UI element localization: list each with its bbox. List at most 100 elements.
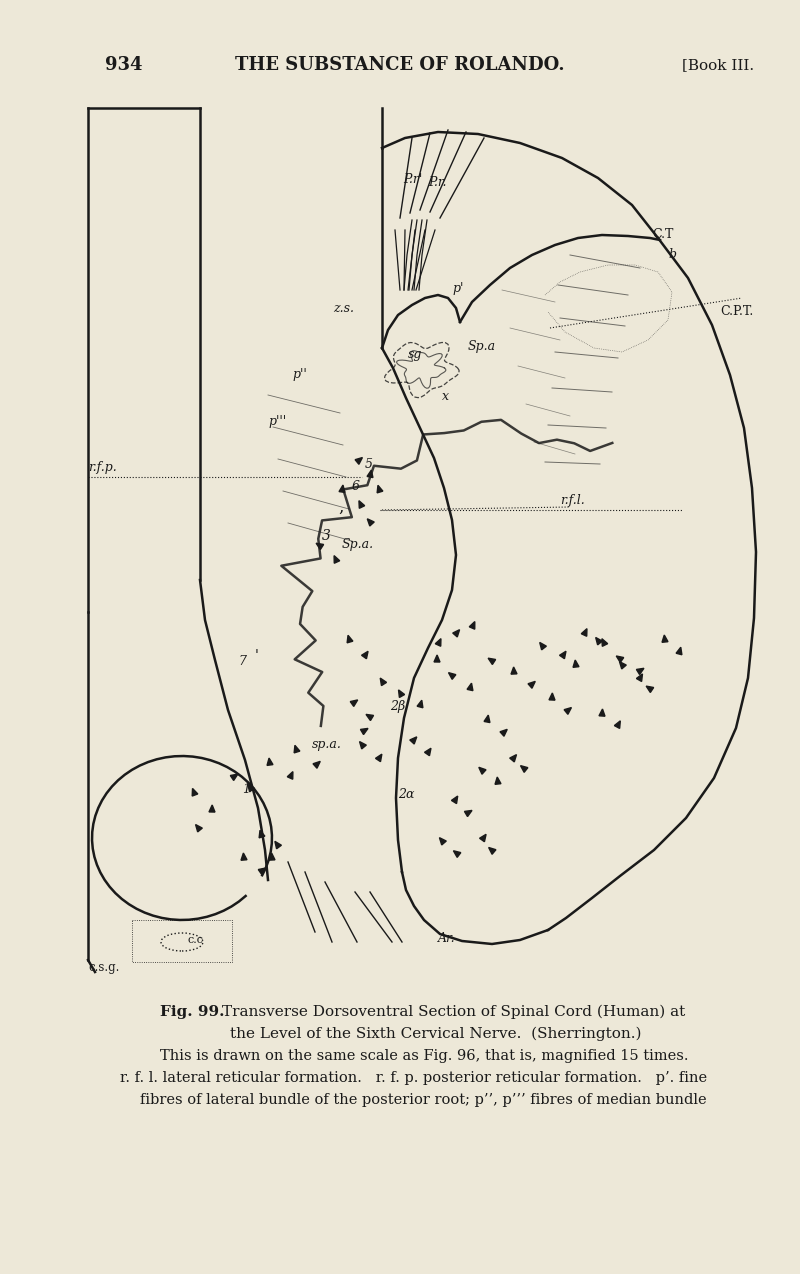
Polygon shape xyxy=(275,841,282,848)
Polygon shape xyxy=(362,651,368,659)
Polygon shape xyxy=(230,775,238,781)
Polygon shape xyxy=(334,555,340,563)
Text: ': ' xyxy=(255,648,259,662)
Text: Transverse Dorsoventral Section of Spinal Cord (Human) at: Transverse Dorsoventral Section of Spina… xyxy=(222,1005,686,1019)
Text: THE SUBSTANCE OF ROLANDO.: THE SUBSTANCE OF ROLANDO. xyxy=(235,56,565,74)
Polygon shape xyxy=(467,683,473,691)
Polygon shape xyxy=(449,673,456,679)
Polygon shape xyxy=(259,831,265,838)
Polygon shape xyxy=(269,854,275,860)
Polygon shape xyxy=(434,655,440,662)
Polygon shape xyxy=(521,766,528,772)
Polygon shape xyxy=(258,868,266,874)
Polygon shape xyxy=(366,715,374,721)
Polygon shape xyxy=(489,847,496,855)
Text: Fig. 99.: Fig. 99. xyxy=(160,1005,225,1019)
Text: r. f. l. lateral reticular formation.   r. f. p. posterior reticular formation. : r. f. l. lateral reticular formation. r.… xyxy=(120,1071,707,1085)
Text: c.s.g.: c.s.g. xyxy=(88,961,119,973)
Polygon shape xyxy=(313,762,320,768)
Text: b: b xyxy=(668,248,676,261)
Polygon shape xyxy=(599,710,605,716)
Polygon shape xyxy=(195,824,202,832)
Polygon shape xyxy=(209,805,215,812)
Text: 2β: 2β xyxy=(390,699,406,713)
Text: p''': p''' xyxy=(268,415,286,428)
Polygon shape xyxy=(241,854,247,860)
Polygon shape xyxy=(564,707,571,715)
Polygon shape xyxy=(662,634,668,642)
Text: the Level of the Sixth Cervical Nerve.  (Sherrington.): the Level of the Sixth Cervical Nerve. (… xyxy=(230,1027,642,1041)
Polygon shape xyxy=(294,745,300,753)
Polygon shape xyxy=(559,651,566,659)
Polygon shape xyxy=(616,656,624,662)
Polygon shape xyxy=(316,543,324,549)
Polygon shape xyxy=(287,772,293,780)
Polygon shape xyxy=(596,637,602,645)
Polygon shape xyxy=(470,622,474,629)
Polygon shape xyxy=(435,638,441,646)
Text: 3: 3 xyxy=(322,529,331,543)
Text: This is drawn on the same scale as Fig. 96, that is, magnified 15 times.: This is drawn on the same scale as Fig. … xyxy=(160,1049,689,1063)
Text: ,: , xyxy=(338,499,343,516)
Text: sp.a.: sp.a. xyxy=(312,738,342,750)
Text: P.r.: P.r. xyxy=(428,176,446,189)
Polygon shape xyxy=(367,470,373,478)
Polygon shape xyxy=(359,501,365,508)
Polygon shape xyxy=(495,777,501,785)
Polygon shape xyxy=(192,789,198,796)
Polygon shape xyxy=(619,661,626,669)
Polygon shape xyxy=(479,767,486,775)
Polygon shape xyxy=(380,678,386,685)
Polygon shape xyxy=(347,636,353,643)
Polygon shape xyxy=(500,729,507,736)
Polygon shape xyxy=(582,628,587,636)
Polygon shape xyxy=(646,687,654,693)
Text: Ar.: Ar. xyxy=(438,933,456,945)
Text: 934: 934 xyxy=(105,56,142,74)
Polygon shape xyxy=(410,736,417,744)
Text: fibres of lateral bundle of the posterior root; p’’, p’’’ fibres of median bundl: fibres of lateral bundle of the posterio… xyxy=(140,1093,706,1107)
Text: r.f.p.: r.f.p. xyxy=(88,461,117,474)
Text: p': p' xyxy=(452,282,463,296)
Text: 6: 6 xyxy=(352,480,360,493)
Text: 2α: 2α xyxy=(398,789,414,801)
Polygon shape xyxy=(636,674,642,682)
Text: 5: 5 xyxy=(365,457,373,471)
Text: 1: 1 xyxy=(242,784,250,796)
Polygon shape xyxy=(510,754,517,762)
Polygon shape xyxy=(676,647,682,655)
Text: sg: sg xyxy=(408,348,422,361)
Text: x: x xyxy=(442,390,449,403)
Polygon shape xyxy=(359,741,366,749)
Polygon shape xyxy=(267,758,273,766)
Polygon shape xyxy=(375,754,382,762)
Text: Sp.a: Sp.a xyxy=(468,340,496,353)
Polygon shape xyxy=(439,838,446,845)
Polygon shape xyxy=(377,485,383,493)
Text: 7: 7 xyxy=(238,655,246,668)
Polygon shape xyxy=(425,748,431,755)
Polygon shape xyxy=(614,721,620,729)
Polygon shape xyxy=(339,485,345,493)
Polygon shape xyxy=(361,729,368,735)
Polygon shape xyxy=(573,660,579,668)
Polygon shape xyxy=(350,699,358,707)
Polygon shape xyxy=(484,715,490,722)
Text: Sp.a.: Sp.a. xyxy=(342,538,374,550)
Polygon shape xyxy=(528,682,535,688)
Polygon shape xyxy=(602,638,608,646)
Text: c.c: c.c xyxy=(188,935,204,945)
Text: z.s.: z.s. xyxy=(333,302,354,315)
Polygon shape xyxy=(417,701,423,708)
Text: C.T: C.T xyxy=(652,228,674,241)
Polygon shape xyxy=(367,519,374,526)
Text: r.f.l.: r.f.l. xyxy=(560,494,585,507)
Text: [Book III.: [Book III. xyxy=(682,59,754,73)
Text: P.r': P.r' xyxy=(403,173,422,186)
Polygon shape xyxy=(479,834,486,842)
Polygon shape xyxy=(398,691,405,697)
Text: C.P.T.: C.P.T. xyxy=(720,304,754,318)
Polygon shape xyxy=(637,669,644,674)
Polygon shape xyxy=(540,642,546,650)
Polygon shape xyxy=(453,629,459,637)
